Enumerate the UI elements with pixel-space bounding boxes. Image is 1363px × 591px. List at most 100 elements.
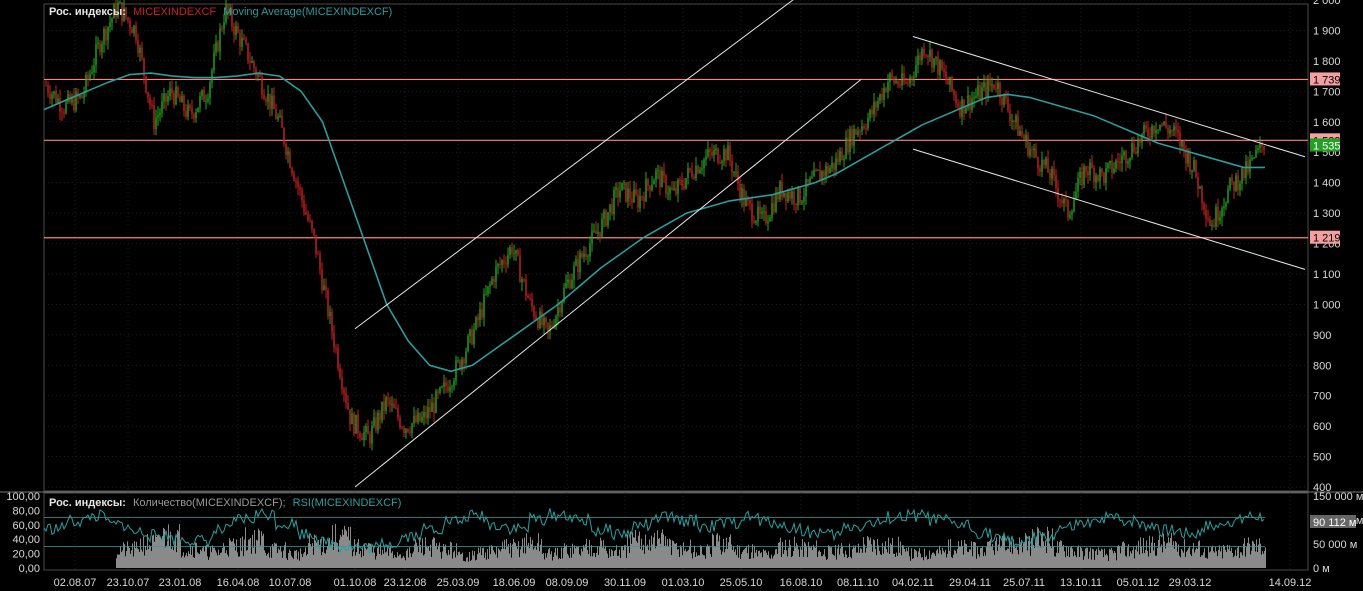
candle-body <box>447 386 449 392</box>
volume-bar <box>1061 540 1062 568</box>
candle-body <box>675 188 677 194</box>
volume-bar <box>395 557 396 568</box>
trendline[interactable] <box>354 79 862 488</box>
volume-bar <box>932 552 933 568</box>
candle-body <box>899 84 901 86</box>
volume-bar <box>295 550 296 568</box>
volume-bar <box>1074 551 1075 568</box>
volume-bar <box>1070 547 1071 568</box>
candle-body <box>263 94 265 100</box>
volume-bar <box>403 555 404 568</box>
volume-bar <box>406 550 407 568</box>
volume-bar <box>214 547 215 568</box>
volume-bar <box>959 546 960 568</box>
candle-body <box>1259 142 1261 149</box>
volume-bar <box>261 531 262 568</box>
volume-bar <box>714 546 715 568</box>
candle-body <box>363 432 365 441</box>
candle-body <box>335 347 337 349</box>
trendline[interactable] <box>912 36 1306 158</box>
volume-bar <box>559 557 560 568</box>
volume-bar <box>938 553 939 568</box>
volume-bar <box>356 552 357 568</box>
volume-bar <box>663 534 664 568</box>
candle-body <box>339 368 341 378</box>
volume-bar <box>1130 551 1131 568</box>
volume-bar <box>712 533 713 568</box>
candle-body <box>185 110 187 117</box>
volume-bar <box>1056 552 1057 568</box>
candle-body <box>529 298 531 300</box>
volume-bar <box>301 553 302 568</box>
horizontal-levels[interactable] <box>44 78 1308 239</box>
trendline[interactable] <box>912 148 1306 270</box>
candle-body <box>941 60 943 70</box>
volume-bar <box>391 552 392 568</box>
volume-bar <box>618 555 619 568</box>
candle-body <box>459 360 461 370</box>
trendline[interactable] <box>354 0 861 330</box>
candle-body <box>131 28 133 34</box>
volume-bar <box>216 552 217 568</box>
volume-bar <box>1182 550 1183 568</box>
volume-bar <box>745 548 746 568</box>
candle-body <box>705 156 707 160</box>
candle-body <box>935 56 937 59</box>
candle-body <box>973 97 975 99</box>
candle-body <box>779 181 781 200</box>
time-axis[interactable]: 02.08.07 23.10.07 23.01.08 16.04.08 10.07.08… <box>54 577 1312 589</box>
rsi-tick-label: 60,00 <box>12 520 40 532</box>
volume-bar <box>783 553 784 568</box>
candle-body <box>1219 217 1221 221</box>
candle-body <box>791 191 793 199</box>
volume-bar <box>1166 543 1167 568</box>
candle-body <box>1227 188 1229 203</box>
volume-bar <box>990 539 991 568</box>
volume-bar <box>920 553 921 568</box>
volume-bar <box>639 531 640 568</box>
candle-body <box>635 189 637 195</box>
candle-body <box>825 165 827 177</box>
volume-bar <box>359 553 360 568</box>
volume-bar <box>380 544 381 568</box>
volume-bar <box>1237 547 1238 568</box>
candle-body <box>535 316 537 320</box>
candle-body <box>937 56 939 75</box>
volume-bar <box>350 526 351 568</box>
volume-bar <box>742 551 743 568</box>
volume-bar <box>362 548 363 568</box>
candle-body <box>61 111 63 113</box>
volume-bar <box>1051 547 1052 568</box>
candle-body <box>401 427 403 429</box>
candle-body <box>631 198 633 203</box>
volume-bar <box>372 552 373 568</box>
candle-body <box>637 194 639 208</box>
volume-bar <box>820 552 821 568</box>
volume-bar <box>1112 550 1113 568</box>
volume-bar <box>1008 548 1009 568</box>
volume-bar <box>1128 544 1129 568</box>
volume-bar <box>1146 540 1147 568</box>
volume-bar <box>289 549 290 568</box>
volume-bar <box>634 537 635 568</box>
volume-bar <box>594 552 595 568</box>
volume-bar <box>1001 545 1002 568</box>
candle-body <box>215 42 217 53</box>
candle-body <box>841 151 843 161</box>
volume-bar <box>1097 554 1098 568</box>
volume-tick-label: 0 м <box>1313 563 1330 575</box>
volume-bar <box>180 539 181 568</box>
volume-bar <box>1198 541 1199 568</box>
volume-bar <box>201 551 202 568</box>
volume-bar <box>151 551 152 568</box>
volume-bar <box>478 547 479 568</box>
y-tick-label: 1 100 <box>1313 269 1341 281</box>
volume-bar <box>843 553 844 568</box>
candle-body <box>1175 126 1177 130</box>
y-tick-label: 400 <box>1313 482 1331 494</box>
volume-bar <box>943 550 944 568</box>
trendlines[interactable] <box>354 0 1306 488</box>
volume-bar <box>292 557 293 568</box>
